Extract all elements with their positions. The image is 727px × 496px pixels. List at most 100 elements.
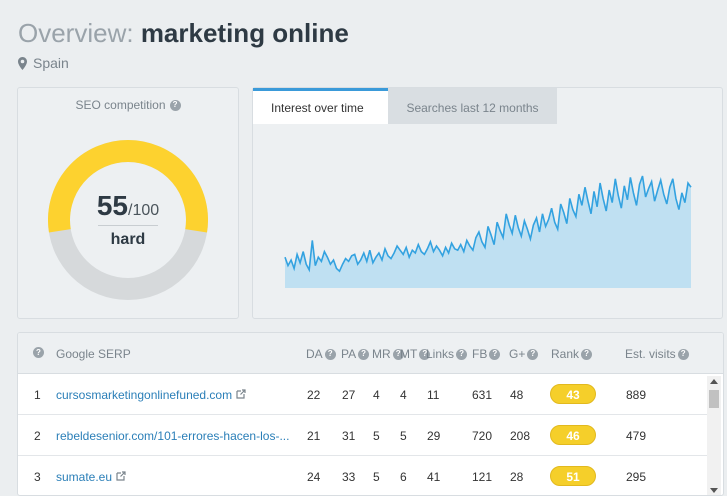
map-pin-icon [18, 56, 27, 70]
seo-competition-panel: SEO competition ? 55/100 hard [17, 87, 239, 319]
cell-fb: 121 [472, 470, 493, 484]
external-link-icon[interactable] [236, 388, 246, 402]
score-divider [98, 225, 158, 226]
help-icon[interactable]: ? [677, 348, 689, 360]
serp-url-link[interactable]: rebeldesenior.com/101-errores-hacen-los-… [56, 429, 289, 443]
col-gplus-label: G+ [509, 347, 526, 361]
external-link-icon[interactable] [116, 470, 126, 484]
location-label: Spain [33, 55, 69, 71]
help-icon[interactable]: ? [169, 99, 181, 111]
seo-difficulty-level: hard [110, 231, 146, 248]
cell-gplus: 208 [510, 429, 531, 443]
serp-url-link[interactable]: cursosmarketingonlinefuned.com [56, 388, 246, 402]
cell-links: 41 [427, 470, 441, 484]
col-fb-label: FB [472, 347, 488, 361]
help-icon[interactable]: ? [581, 348, 593, 360]
cell-fb: 631 [472, 388, 493, 402]
cell-pa: 31 [342, 429, 356, 443]
col-mt-label: MT [400, 347, 418, 361]
cell-mt: 6 [400, 470, 407, 484]
table-header: ? Google SERP DA? PA? MR? MT? Links? FB?… [18, 333, 723, 374]
col-links[interactable]: Links? [426, 347, 468, 361]
help-icon[interactable]: ? [324, 348, 336, 360]
help-icon[interactable]: ? [33, 347, 44, 358]
row-index: 2 [34, 429, 41, 443]
cell-gplus: 28 [510, 470, 524, 484]
trend-panel: Interest over time Searches last 12 mont… [252, 87, 723, 319]
seo-score-max: /100 [128, 202, 160, 219]
col-serp: Google SERP [56, 347, 131, 361]
seo-donut-chart [48, 140, 208, 300]
col-visits-label: Est. visits [625, 347, 676, 361]
cell-mt: 5 [400, 429, 407, 443]
cell-da: 21 [307, 429, 321, 443]
cell-mr: 5 [373, 429, 380, 443]
table-row: 1 cursosmarketingonlinefuned.com 22 27 4… [18, 374, 708, 415]
row-index: 3 [34, 470, 41, 484]
seo-score-value: 55 [96, 190, 128, 221]
help-icon[interactable]: ? [419, 348, 431, 360]
cell-mr: 5 [373, 470, 380, 484]
serp-table: ? Google SERP DA? PA? MR? MT? Links? FB?… [17, 332, 724, 496]
cell-pa: 33 [342, 470, 356, 484]
donut-score-arc [48, 140, 208, 233]
help-icon[interactable]: ? [527, 348, 539, 360]
interest-area-chart [284, 175, 692, 288]
row-index: 1 [34, 388, 41, 402]
help-icon[interactable]: ? [358, 348, 370, 360]
cell-links: 11 [427, 388, 440, 402]
cell-pa: 27 [342, 388, 356, 402]
cell-visits: 889 [626, 388, 647, 402]
page-title: Overview: marketing online [18, 16, 349, 50]
seo-score: 55/100 hard [48, 140, 208, 300]
table-row: 3 sumate.eu 24 33 5 6 41 121 28 51 295 [18, 456, 708, 495]
serp-url-link[interactable]: sumate.eu [56, 470, 126, 484]
cell-gplus: 48 [510, 388, 524, 402]
scroll-down-arrow-icon[interactable] [710, 488, 718, 493]
col-links-label: Links [426, 347, 455, 361]
help-icon[interactable]: ? [456, 348, 468, 360]
col-serp-label: Google SERP [56, 347, 131, 361]
rank-badge: 51 [550, 466, 596, 486]
title-prefix: Overview: [18, 18, 134, 48]
cell-mr: 4 [373, 388, 380, 402]
col-pa-label: PA [341, 347, 357, 361]
location: Spain [18, 55, 69, 71]
col-gplus[interactable]: G+? [509, 347, 539, 361]
cell-da: 24 [307, 470, 321, 484]
keyword-title: marketing online [140, 18, 349, 48]
cell-links: 29 [427, 429, 441, 443]
table-scrollbar[interactable] [707, 376, 721, 495]
serp-url: cursosmarketingonlinefuned.com [56, 388, 233, 402]
cell-mt: 4 [400, 388, 407, 402]
cell-fb: 720 [472, 429, 493, 443]
scroll-up-arrow-icon[interactable] [710, 379, 718, 384]
rank-badge: 46 [550, 425, 596, 445]
tab-searches-last-12-months[interactable]: Searches last 12 months [388, 88, 557, 124]
col-fb[interactable]: FB? [472, 347, 501, 361]
serp-url: sumate.eu [56, 470, 113, 484]
col-rank-label: Rank [551, 347, 580, 361]
seo-competition-heading: SEO competition ? [18, 98, 238, 112]
col-mt[interactable]: MT? [400, 347, 431, 361]
table-row: 2 rebeldesenior.com/101-errores-hacen-lo… [18, 415, 708, 456]
seo-competition-label: SEO competition [75, 98, 166, 112]
col-visits[interactable]: Est. visits? [625, 347, 689, 361]
col-da-label: DA [306, 347, 323, 361]
cell-da: 22 [307, 388, 321, 402]
chart-tabs: Interest over time Searches last 12 mont… [253, 88, 557, 124]
col-pa[interactable]: PA? [341, 347, 370, 361]
col-da[interactable]: DA? [306, 347, 336, 361]
cell-visits: 479 [626, 429, 647, 443]
rank-badge: 43 [550, 384, 596, 404]
col-mr-label: MR [372, 347, 391, 361]
col-rank[interactable]: Rank? [551, 347, 593, 361]
interest-line [284, 175, 692, 273]
col-mr[interactable]: MR? [372, 347, 404, 361]
help-icon[interactable]: ? [489, 348, 501, 360]
col-index: ? [33, 347, 44, 358]
scroll-thumb[interactable] [709, 390, 719, 408]
tab-interest-over-time[interactable]: Interest over time [253, 88, 388, 124]
help-icon[interactable]: ? [392, 348, 404, 360]
cell-visits: 295 [626, 470, 647, 484]
